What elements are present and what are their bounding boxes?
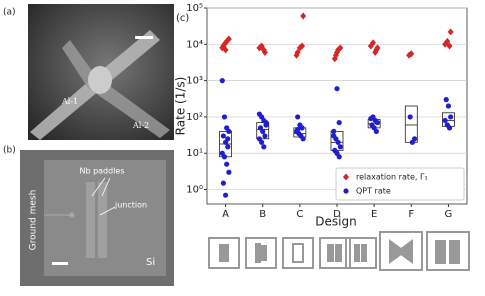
- legend-box: [335, 167, 465, 201]
- point: [337, 144, 343, 150]
- point: [221, 114, 228, 120]
- point: [443, 97, 449, 103]
- point: [224, 161, 230, 167]
- point: [373, 128, 379, 134]
- y-tick-label: 10³: [186, 76, 203, 87]
- point: [334, 48, 340, 56]
- x-tick-label: E: [371, 209, 377, 220]
- nb-paddle: [86, 182, 95, 258]
- point: [448, 114, 454, 120]
- x-tick-label: F: [408, 209, 414, 220]
- al-wire: [62, 40, 170, 138]
- point: [331, 133, 337, 139]
- design-icons: [208, 231, 470, 271]
- point: [295, 114, 301, 120]
- y-tick-label: 10²: [186, 112, 203, 123]
- x-tick-label: B: [259, 209, 266, 220]
- point: [260, 128, 266, 134]
- point: [219, 78, 225, 84]
- scale-bar: [52, 262, 68, 265]
- y-tick-label: 10⁵: [186, 3, 203, 14]
- x-axis-label: Design: [315, 215, 356, 229]
- panel-label: (a): [3, 8, 16, 18]
- point: [372, 48, 379, 56]
- point: [445, 103, 452, 109]
- point: [336, 119, 342, 126]
- annotation: Al-2: [132, 121, 149, 130]
- point: [225, 35, 232, 43]
- legend-label: QPT rate: [356, 187, 391, 196]
- pointer: [101, 177, 111, 197]
- point: [334, 86, 340, 92]
- point: [368, 115, 374, 122]
- junction: [88, 66, 112, 94]
- lead-end: [69, 212, 75, 218]
- point: [261, 144, 267, 150]
- point: [220, 133, 226, 139]
- point: [221, 154, 228, 160]
- pointer: [99, 206, 116, 216]
- y-tick-label: 10⁰: [186, 185, 203, 196]
- point: [447, 28, 454, 36]
- point: [408, 50, 415, 58]
- x-tick-label: G: [445, 209, 453, 220]
- panel-label: (b): [3, 146, 16, 156]
- annotation: Si: [146, 257, 155, 268]
- point: [299, 42, 306, 50]
- x-tick-label: A: [222, 209, 229, 220]
- legend-marker: [343, 173, 349, 181]
- point: [259, 139, 265, 145]
- point: [444, 37, 451, 45]
- point: [374, 44, 381, 52]
- point: [331, 55, 338, 63]
- pointer: [91, 177, 106, 197]
- point: [222, 46, 229, 54]
- point: [411, 136, 418, 142]
- annotation: Al-1: [61, 97, 78, 106]
- legend-marker: [343, 188, 349, 194]
- point: [442, 117, 448, 124]
- x-tick-label: C: [296, 209, 303, 220]
- point: [374, 119, 381, 126]
- point: [225, 136, 231, 142]
- annotation: Nb paddles: [79, 167, 124, 176]
- point: [335, 139, 341, 145]
- point: [220, 180, 226, 186]
- point: [299, 125, 305, 131]
- point: [370, 39, 377, 47]
- y-axis-label: Rate (1/s): [174, 77, 188, 136]
- point: [222, 192, 229, 198]
- legend-label: relaxation rate, Γ₁: [356, 173, 428, 182]
- point: [300, 136, 306, 142]
- point: [293, 51, 300, 59]
- point: [226, 128, 232, 134]
- point: [337, 44, 344, 52]
- annotation: junction: [114, 201, 147, 210]
- annotation: Ground mesh: [29, 190, 39, 251]
- point: [263, 119, 269, 126]
- point: [446, 42, 453, 50]
- point: [260, 46, 267, 54]
- scale-bar: [135, 36, 153, 39]
- point: [295, 126, 301, 133]
- point: [446, 125, 453, 131]
- point: [225, 144, 231, 150]
- nb-paddle: [98, 182, 107, 258]
- point: [300, 12, 307, 20]
- point: [262, 133, 268, 139]
- point: [336, 154, 342, 160]
- x-tick-label: D: [333, 209, 341, 220]
- panel-label: (c): [176, 13, 189, 24]
- y-tick-label: 10⁴: [186, 39, 203, 50]
- point: [331, 128, 337, 134]
- point: [407, 114, 413, 120]
- y-tick-label: 10¹: [186, 148, 203, 159]
- point: [226, 169, 232, 175]
